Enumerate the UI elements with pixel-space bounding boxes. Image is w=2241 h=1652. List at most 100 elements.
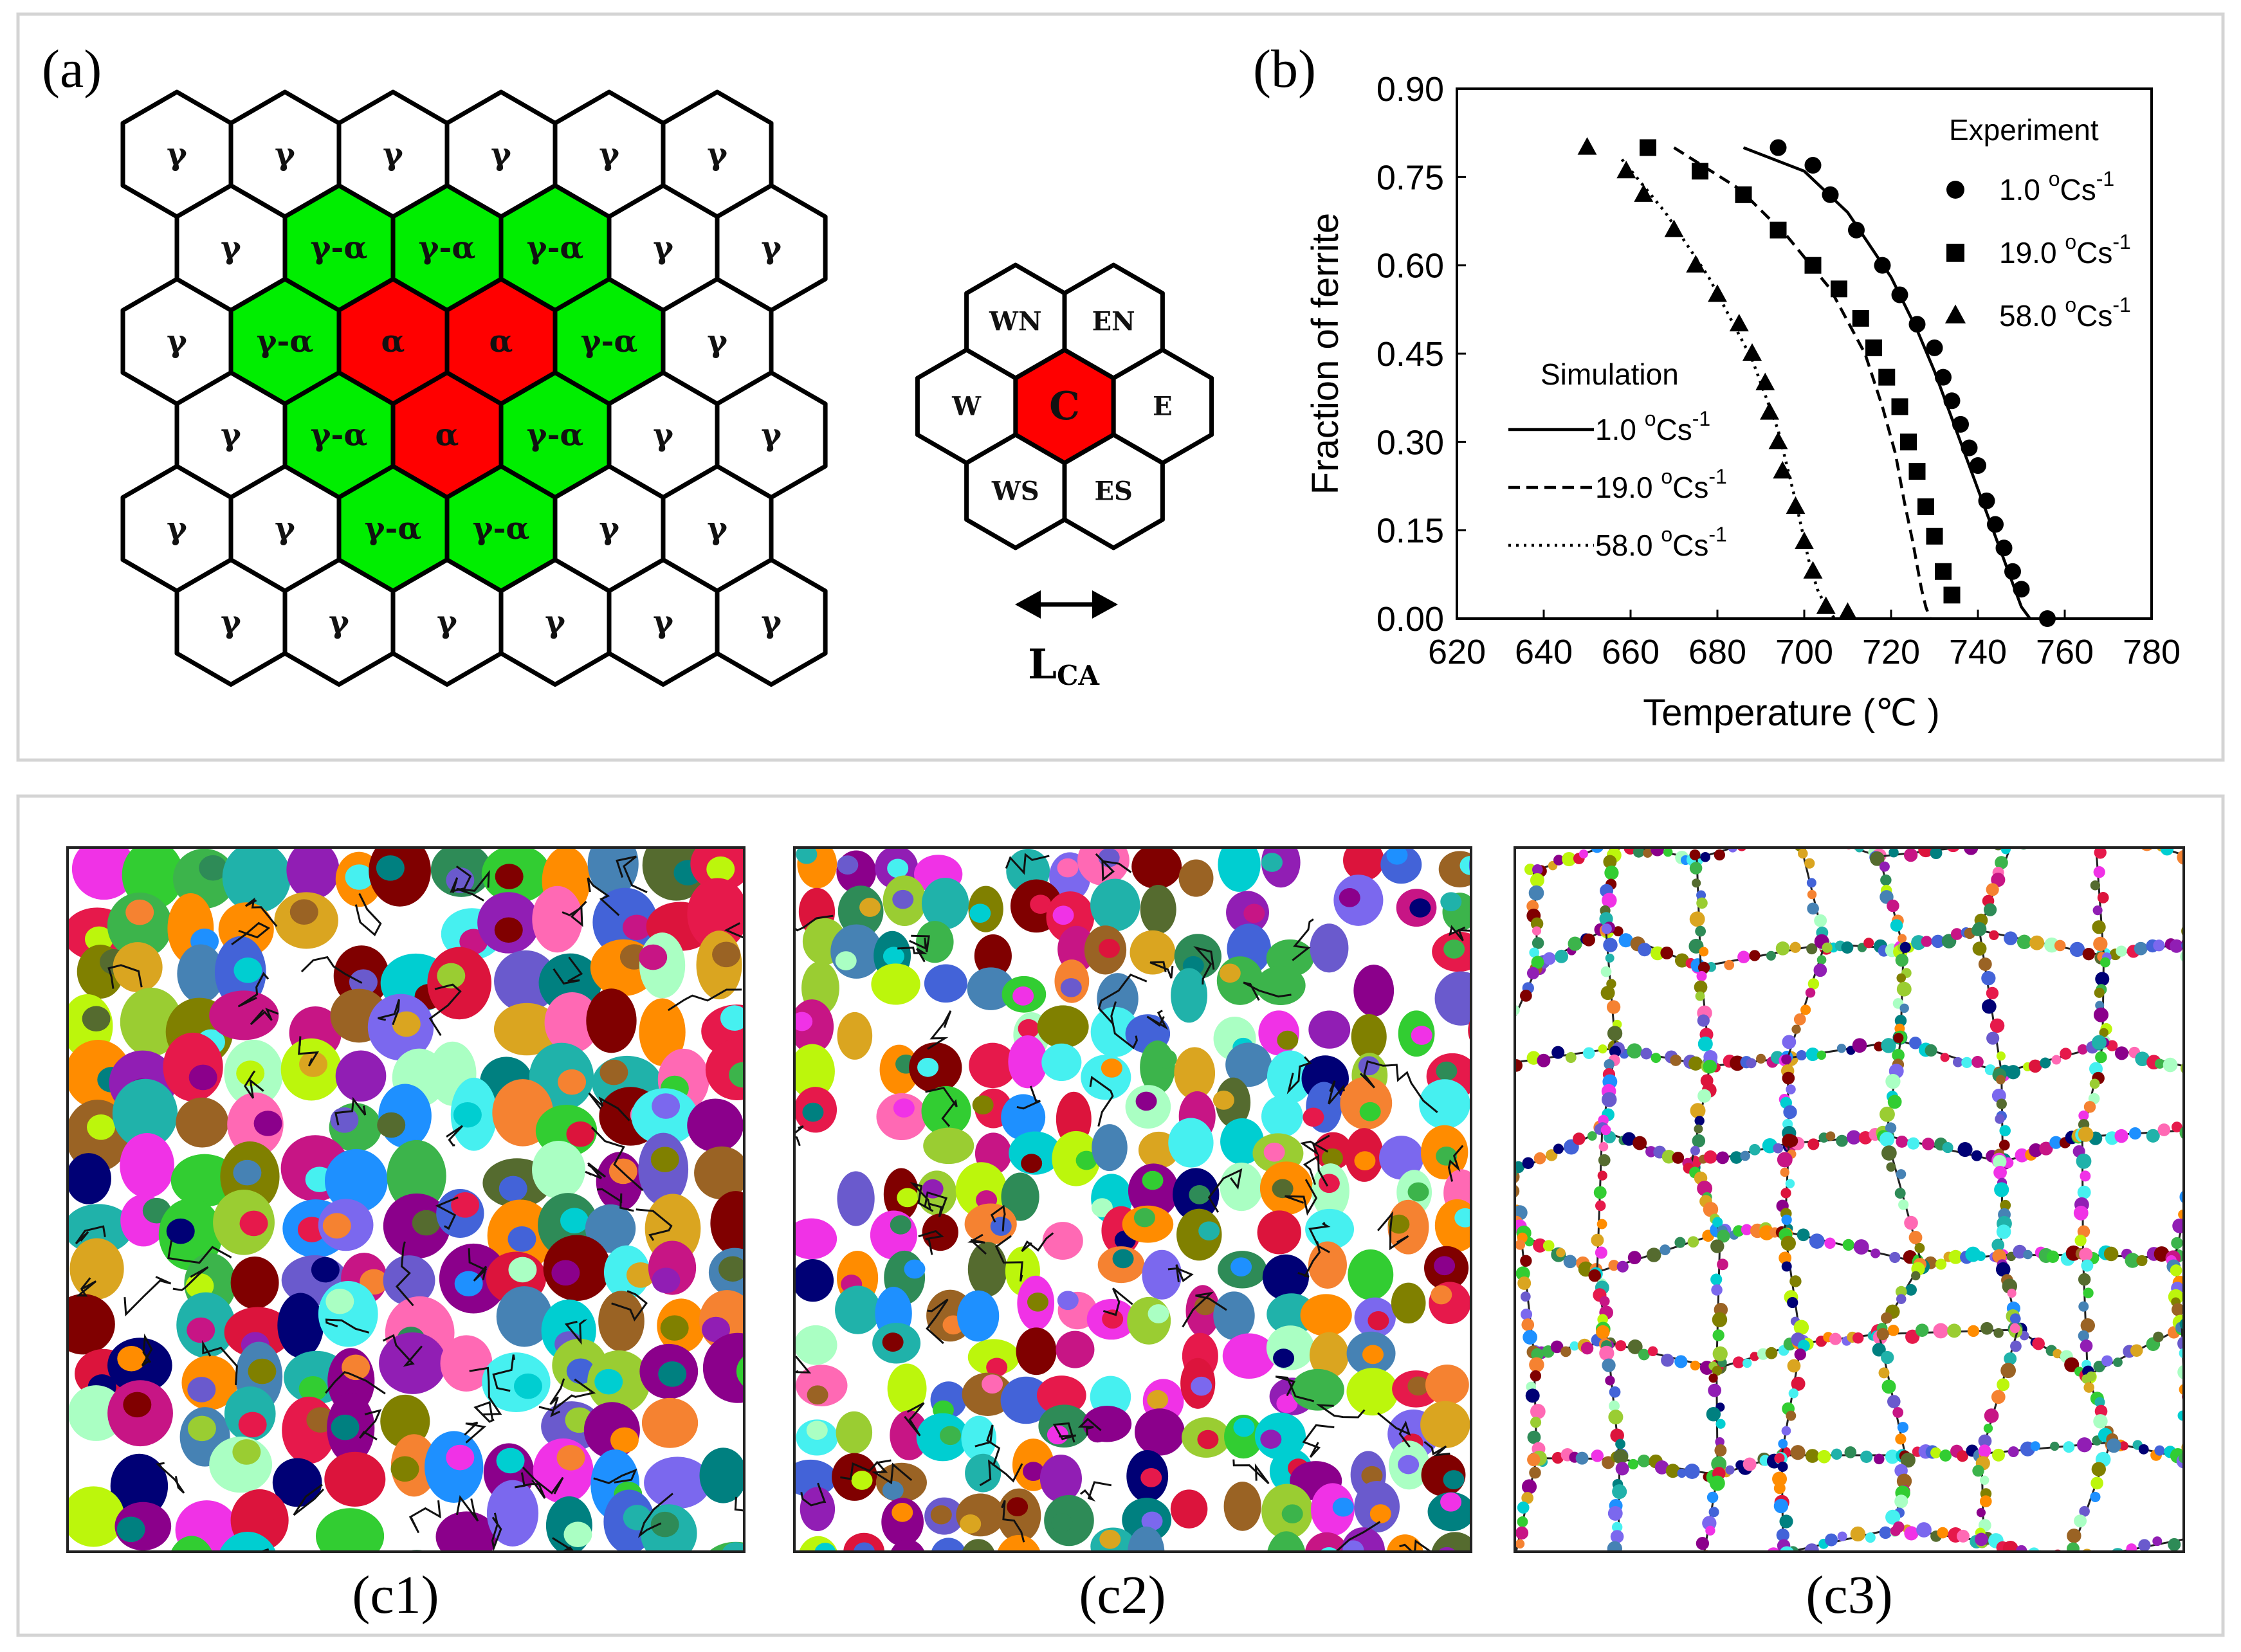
grain-subregion <box>1281 1504 1303 1524</box>
grain-subregion <box>1212 1091 1234 1110</box>
degree-sign: o <box>2049 167 2060 190</box>
grain-subregion <box>986 1357 1008 1377</box>
nucleus <box>1925 1044 1937 1057</box>
nucleus <box>1705 1525 1715 1536</box>
legend-exp-unit: Cs <box>2076 299 2112 332</box>
nucleus <box>1889 1251 1901 1264</box>
grain-subregion <box>639 944 668 970</box>
nucleus <box>1551 1046 1565 1059</box>
nucleus <box>2114 1129 2128 1143</box>
grain-boundary <box>75 1225 106 1244</box>
nucleus <box>1921 1138 1935 1150</box>
nucleus <box>1956 1450 1969 1462</box>
nucleus <box>1660 947 1674 959</box>
nucleus <box>1520 990 1532 1002</box>
grain-boundary <box>244 1070 264 1099</box>
hex-cell-label: γ <box>707 511 727 547</box>
nucleus <box>1529 1357 1544 1373</box>
grain-subregion <box>1230 1257 1252 1277</box>
nucleus <box>1640 1048 1652 1060</box>
grain <box>496 1286 553 1347</box>
x-tick-label: 720 <box>1862 633 1920 671</box>
nucleus <box>2103 1246 2119 1262</box>
grain-subregion <box>1260 1430 1282 1449</box>
grain-subregion <box>972 1095 994 1115</box>
nucleus <box>1712 1365 1723 1376</box>
grain-boundary <box>1297 1241 1321 1278</box>
grain-boundary <box>925 1087 958 1127</box>
nucleus <box>1598 1141 1609 1152</box>
exp-point-square <box>1900 433 1917 451</box>
grain-subregion <box>718 1256 744 1282</box>
grain <box>1039 1455 1082 1503</box>
nucleus <box>1881 1350 1894 1365</box>
nucleus <box>2080 1170 2091 1182</box>
nucleus <box>1643 848 1652 858</box>
nucleus <box>2067 1529 2081 1543</box>
nucleus <box>1991 1448 2005 1462</box>
nucleus <box>2079 1248 2093 1262</box>
grain-subregion <box>377 1112 406 1138</box>
nucleus <box>1836 1134 1848 1147</box>
grain <box>1420 1401 1470 1449</box>
grain-subregion <box>887 858 909 878</box>
exp-point-circle <box>1891 286 1908 304</box>
nucleus <box>1672 1152 1685 1164</box>
nucleus <box>2017 934 2032 949</box>
grain-boundary <box>1232 1459 1270 1485</box>
grain-boundary <box>1377 1211 1409 1251</box>
grain <box>71 848 136 900</box>
nucleus <box>1598 1044 1607 1054</box>
grain-subregion <box>1459 856 1471 875</box>
exp-point-square <box>1640 139 1656 156</box>
grain-subregion <box>1332 1497 1354 1517</box>
exp-point-triangle <box>1616 160 1636 179</box>
grain-subregion <box>960 1514 982 1534</box>
grain <box>1267 1050 1313 1104</box>
grain-subregion <box>1407 1376 1429 1396</box>
hex-cell-label: γ <box>275 136 295 172</box>
exp-point-circle <box>1978 492 1995 509</box>
nucleus <box>2009 1323 2020 1334</box>
nucleus <box>2051 1055 2062 1065</box>
nucleus <box>2004 931 2018 945</box>
nucleus <box>2163 1057 2178 1073</box>
simulation-line-2 <box>1673 146 1932 619</box>
nucleus <box>1940 1053 1950 1062</box>
grain-subregion <box>1141 1511 1163 1531</box>
grain-boundary <box>334 1096 367 1126</box>
nucleus <box>2113 1357 2123 1367</box>
nucleus <box>1605 1375 1615 1386</box>
grain <box>794 1218 837 1260</box>
hex-cell-label: γ-α <box>527 417 584 453</box>
x-tick-label: 640 <box>1515 633 1573 671</box>
y-tick-label: 0.60 <box>1377 247 1444 286</box>
grain-boundary <box>107 964 143 989</box>
grain-subregion <box>1454 1208 1471 1228</box>
grain-subregion <box>720 1005 744 1031</box>
nucleus <box>1831 1448 1843 1460</box>
grain-subregion <box>883 947 904 967</box>
nucleus <box>2135 1051 2150 1067</box>
nucleus <box>2046 1250 2060 1264</box>
grain <box>1223 1482 1261 1531</box>
grain-boundary <box>492 1354 516 1392</box>
nucleus <box>1551 1451 1564 1464</box>
nucleus <box>1530 873 1544 887</box>
grain-boundary <box>1696 848 1737 860</box>
nucleus <box>2077 1437 2092 1453</box>
grain-subregion <box>1018 1019 1039 1039</box>
center-cell-label: C <box>1049 384 1080 429</box>
nucleus <box>2054 939 2066 952</box>
grain-boundary <box>1102 1287 1133 1316</box>
nucleus <box>1896 1473 1912 1489</box>
grain <box>1042 1222 1083 1260</box>
grain-boundary <box>637 1493 673 1538</box>
grain-boundary <box>354 893 382 936</box>
nucleus <box>1980 1475 1989 1485</box>
legend-sim-label: 1.0 oCs-1 <box>1595 407 1710 446</box>
grain <box>1008 1035 1048 1089</box>
exponent: -1 <box>1708 523 1726 546</box>
nucleus <box>1627 1043 1642 1059</box>
exp-point-circle <box>1943 392 1961 410</box>
